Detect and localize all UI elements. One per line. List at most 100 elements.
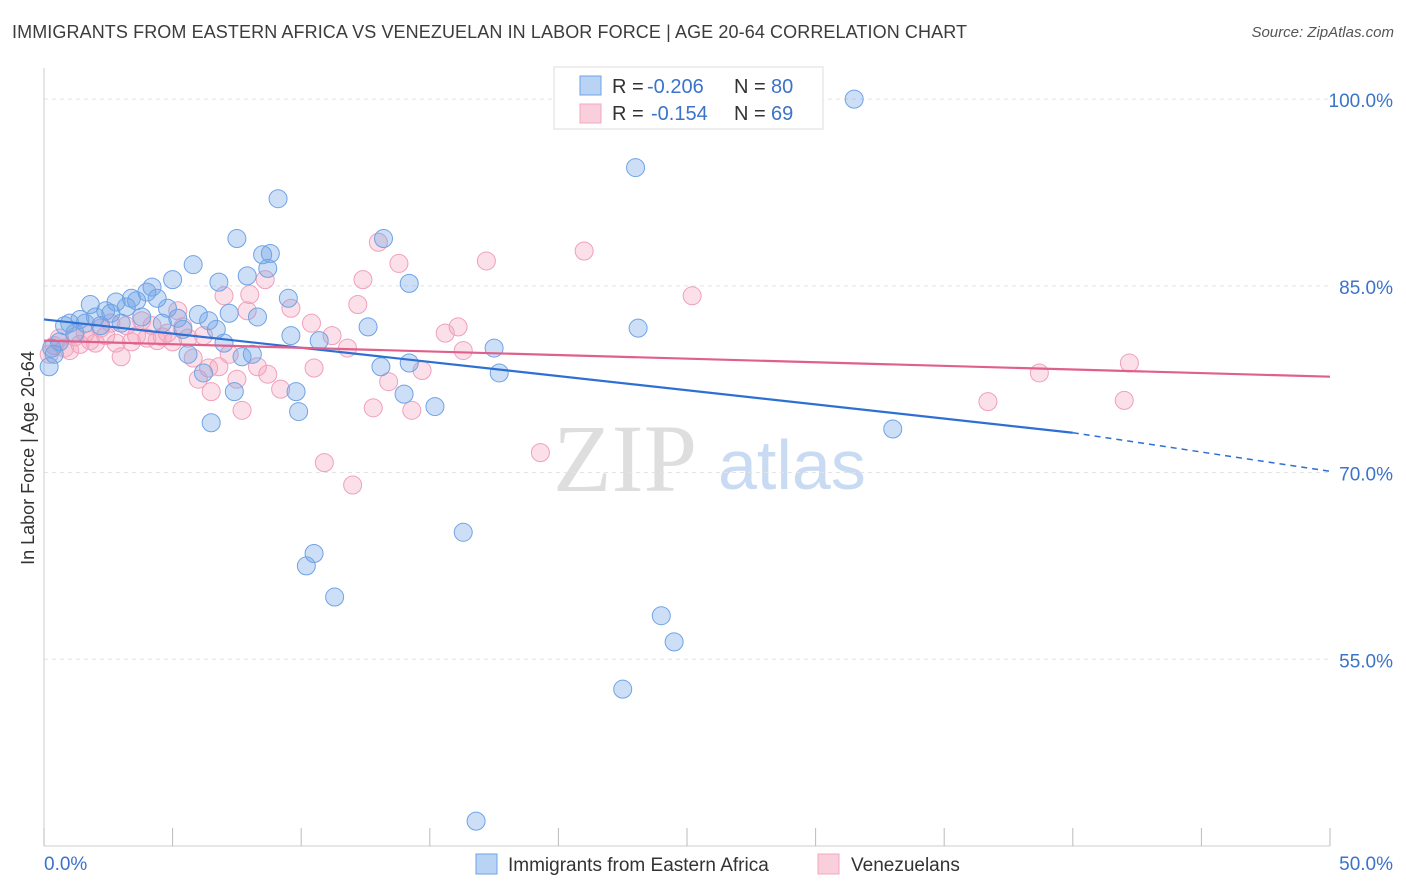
point-venezuelans bbox=[353, 270, 373, 290]
x-tick-label-min: 0.0% bbox=[44, 854, 87, 875]
point-eastern-africa bbox=[258, 258, 278, 278]
point-eastern-africa bbox=[844, 89, 864, 109]
point-venezuelans bbox=[530, 443, 550, 463]
point-eastern-africa bbox=[157, 298, 177, 318]
point-eastern-africa bbox=[628, 318, 648, 338]
point-eastern-africa bbox=[137, 282, 157, 302]
stats-legend: R = -0.206 N = 80 R = -0.154 N = 69 bbox=[553, 66, 824, 130]
point-eastern-africa bbox=[142, 277, 162, 297]
point-eastern-africa bbox=[371, 357, 391, 377]
point-eastern-africa bbox=[106, 292, 126, 312]
point-eastern-africa bbox=[651, 606, 671, 626]
stats-r-value-pink: -0.154 bbox=[651, 103, 708, 125]
point-eastern-africa bbox=[325, 587, 345, 607]
point-venezuelans bbox=[348, 295, 368, 315]
point-venezuelans bbox=[389, 253, 409, 273]
point-venezuelans bbox=[363, 398, 383, 418]
point-eastern-africa bbox=[453, 522, 473, 542]
point-venezuelans bbox=[271, 379, 291, 399]
point-eastern-africa bbox=[399, 353, 419, 373]
point-venezuelans bbox=[247, 357, 267, 377]
point-eastern-africa bbox=[425, 397, 445, 417]
watermark-atlas: atlas bbox=[718, 426, 866, 504]
point-eastern-africa bbox=[163, 270, 183, 290]
point-eastern-africa bbox=[489, 363, 509, 383]
stats-n-value-pink: 69 bbox=[771, 103, 793, 125]
trendline-venezuelans bbox=[43, 339, 1331, 378]
legend-swatch-eastern-africa bbox=[475, 853, 498, 875]
point-eastern-africa bbox=[209, 272, 229, 292]
point-eastern-africa bbox=[268, 189, 288, 209]
point-venezuelans bbox=[255, 270, 275, 290]
point-venezuelans bbox=[1029, 363, 1049, 383]
point-eastern-africa bbox=[178, 344, 198, 364]
point-eastern-africa bbox=[132, 307, 152, 327]
point-eastern-africa bbox=[201, 413, 221, 433]
point-eastern-africa bbox=[466, 811, 486, 831]
point-eastern-africa bbox=[168, 308, 188, 328]
source-label: Source: ZipAtlas.com bbox=[1251, 24, 1394, 41]
watermark-zip: ZIP bbox=[553, 405, 697, 512]
point-eastern-africa bbox=[39, 357, 59, 377]
legend-swatch-blue bbox=[579, 75, 602, 96]
point-eastern-africa bbox=[44, 344, 64, 364]
point-venezuelans bbox=[343, 475, 363, 495]
y-tick-label: 55.0% bbox=[1339, 651, 1393, 672]
y-tick-label: 85.0% bbox=[1339, 278, 1393, 299]
point-eastern-africa bbox=[188, 304, 208, 324]
stats-r-value-blue: -0.206 bbox=[647, 76, 704, 98]
point-venezuelans bbox=[476, 251, 496, 271]
point-venezuelans bbox=[227, 369, 247, 389]
point-venezuelans bbox=[322, 326, 342, 346]
point-venezuelans bbox=[453, 341, 473, 361]
stats-n-label-blue: N = bbox=[734, 76, 766, 98]
point-eastern-africa bbox=[193, 363, 213, 383]
point-eastern-africa bbox=[883, 419, 903, 439]
point-venezuelans bbox=[304, 358, 324, 378]
series-legend: Immigrants from Eastern Africa Venezuela… bbox=[475, 853, 960, 876]
point-eastern-africa bbox=[304, 543, 324, 563]
point-eastern-africa bbox=[224, 382, 244, 402]
point-eastern-africa bbox=[399, 273, 419, 293]
point-eastern-africa bbox=[374, 229, 394, 249]
point-venezuelans bbox=[199, 358, 219, 378]
point-eastern-africa bbox=[237, 266, 257, 286]
point-eastern-africa bbox=[147, 288, 167, 308]
stats-n-label-pink: N = bbox=[734, 103, 766, 125]
point-eastern-africa bbox=[278, 288, 298, 308]
point-eastern-africa bbox=[626, 158, 646, 178]
x-tick-label-max: 50.0% bbox=[1339, 854, 1393, 875]
point-venezuelans bbox=[402, 400, 422, 420]
point-eastern-africa bbox=[247, 307, 267, 327]
point-venezuelans bbox=[1119, 353, 1139, 373]
point-venezuelans bbox=[978, 392, 998, 412]
point-eastern-africa bbox=[227, 229, 247, 249]
legend-swatch-venezuelans bbox=[817, 853, 840, 875]
point-venezuelans bbox=[379, 372, 399, 392]
point-eastern-africa bbox=[394, 384, 414, 404]
point-venezuelans bbox=[70, 334, 90, 354]
trendline-eastern-africa-extension bbox=[1072, 431, 1331, 473]
point-eastern-africa bbox=[183, 255, 203, 275]
point-venezuelans bbox=[574, 241, 594, 261]
y-tick-label: 100.0% bbox=[1329, 91, 1394, 112]
point-venezuelans bbox=[682, 286, 702, 306]
chart-title: IMMIGRANTS FROM EASTERN AFRICA VS VENEZU… bbox=[12, 22, 968, 42]
y-tick-label: 70.0% bbox=[1339, 465, 1393, 486]
point-eastern-africa bbox=[289, 402, 309, 422]
legend-label-venezuelans: Venezuelans bbox=[851, 855, 960, 876]
point-venezuelans bbox=[183, 348, 203, 368]
point-eastern-africa bbox=[358, 317, 378, 337]
y-axis-title: In Labor Force | Age 20-64 bbox=[18, 351, 38, 565]
point-venezuelans bbox=[240, 285, 260, 305]
point-venezuelans bbox=[368, 232, 388, 252]
point-eastern-africa bbox=[281, 326, 301, 346]
point-eastern-africa bbox=[260, 243, 280, 263]
point-eastern-africa bbox=[219, 303, 239, 323]
point-venezuelans bbox=[232, 400, 252, 420]
trendline-eastern-africa bbox=[43, 318, 1073, 434]
point-venezuelans bbox=[301, 313, 321, 333]
legend-label-eastern-africa: Immigrants from Eastern Africa bbox=[508, 855, 769, 876]
point-eastern-africa bbox=[664, 632, 684, 652]
